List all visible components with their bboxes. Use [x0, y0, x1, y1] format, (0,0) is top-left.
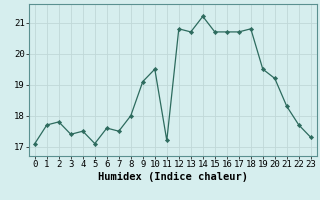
X-axis label: Humidex (Indice chaleur): Humidex (Indice chaleur) — [98, 172, 248, 182]
